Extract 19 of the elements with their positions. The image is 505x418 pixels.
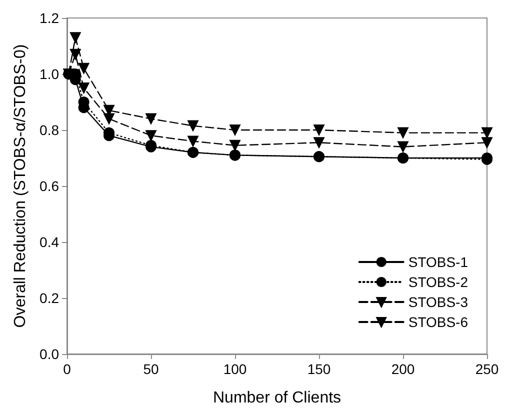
x-tick-label: 150 [307,361,331,377]
y-tick-label: 0.4 [40,234,60,250]
y-tick-label: 1.0 [40,66,60,82]
legend-label: STOBS-1 [408,254,468,270]
x-tick-label: 50 [143,361,159,377]
y-axis-title: Overall Reduction (STOBS-α/STOBS-0) [12,44,30,328]
legend-label: STOBS-2 [408,274,468,290]
y-tick-label: 0.2 [40,290,60,306]
x-tick-label: 250 [475,361,499,377]
x-axis-title: Number of Clients [212,390,342,406]
legend-label: STOBS-6 [408,314,468,330]
y-tick-label: 1.2 [40,10,60,26]
x-tick-label: 0 [63,361,72,377]
y-tick-label: 0.6 [40,178,60,194]
x-tick-label: 200 [391,361,415,377]
y-tick-label: 0.0 [40,346,60,362]
x-tick-label: 100 [223,361,247,377]
y-tick-label: 0.8 [40,122,60,138]
legend-label: STOBS-3 [408,294,468,310]
